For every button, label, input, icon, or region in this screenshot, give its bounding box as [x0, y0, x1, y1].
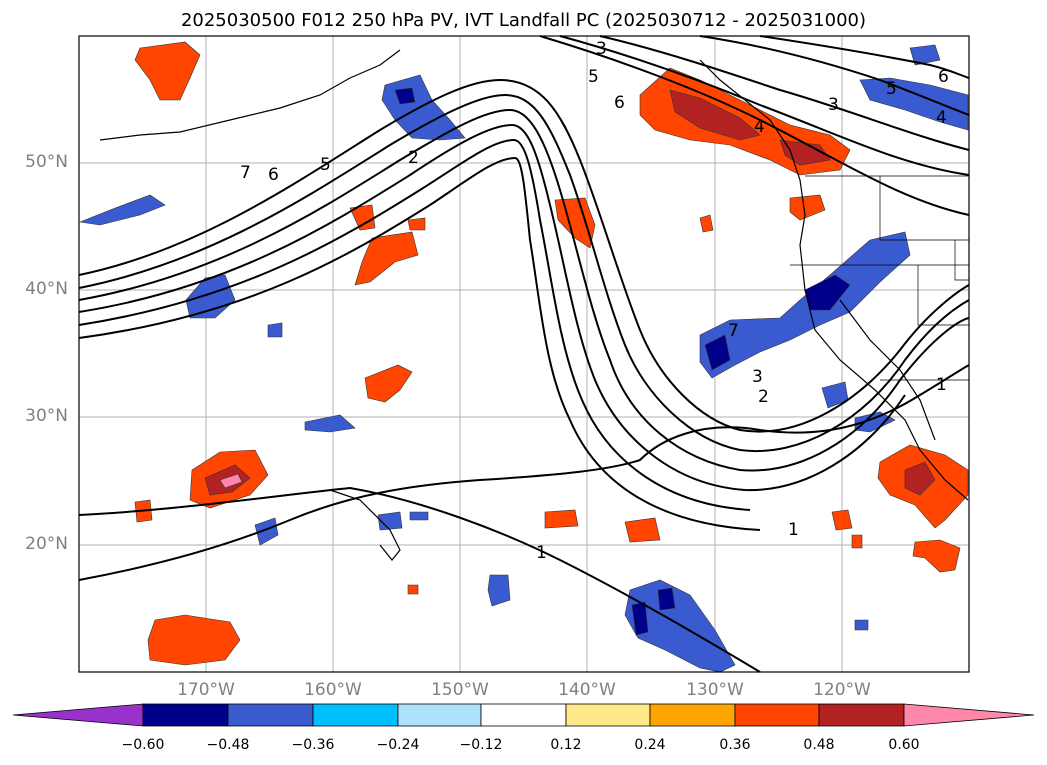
colorbar-low-extend: [12, 703, 144, 727]
contour-label: 6: [614, 93, 625, 113]
map-border: [78, 35, 970, 673]
contour-label: 1: [936, 375, 947, 395]
contour-label: 5: [886, 79, 897, 99]
colorbar-tick-label: 0.12: [550, 737, 582, 753]
colorbar-tick-label: −0.48: [206, 737, 250, 753]
colorbar-tick-label: −0.12: [459, 737, 503, 753]
colorbar: [12, 703, 1035, 727]
borders: [790, 175, 969, 381]
colorbar-tick-label: −0.60: [121, 737, 165, 753]
map-title: 2025030500 F012 250 hPa PV, IVT Landfall…: [180, 10, 867, 31]
colorbar-tick-label: −0.36: [291, 737, 335, 753]
contour-label: 4: [754, 117, 765, 137]
contour-label: 7: [240, 163, 251, 183]
colorbar-tick-label: 0.60: [888, 737, 920, 753]
contour-label: 3: [752, 367, 763, 387]
contour-label: 5: [320, 155, 331, 175]
lon-label: 170°W: [177, 680, 235, 700]
contour-label: 4: [936, 108, 947, 128]
lat-label: 20°N: [25, 534, 68, 554]
contour-label: 3: [596, 39, 607, 59]
colorbar-tick-label: 0.24: [634, 737, 666, 753]
colorbar-tick-label: 0.48: [803, 737, 835, 753]
colorbar-tick-label: 0.36: [719, 737, 751, 753]
ivt-contours: [78, 35, 970, 673]
contour-label: 2: [408, 148, 419, 168]
contour-label: 3: [828, 95, 839, 115]
contour-label: 6: [938, 67, 949, 87]
contour-label: 1: [788, 520, 799, 540]
coastlines: [99, 49, 969, 561]
colorbar-tick-label: −0.24: [376, 737, 420, 753]
contour-label: 2: [758, 387, 769, 407]
positive-anomaly-areas: [134, 41, 969, 666]
contour-label: 7: [728, 321, 739, 341]
colorbar-high-extend: [903, 703, 1035, 727]
contour-label: 1: [536, 543, 547, 563]
contour-labels: 7 6 5 2 5 6 3 4 5 6 3 4 7 3 2 1 1 1: [240, 39, 949, 563]
lat-label: 30°N: [25, 406, 68, 426]
lon-label: 160°W: [304, 680, 362, 700]
lon-label: 140°W: [558, 680, 616, 700]
contour-label: 6: [268, 165, 279, 185]
lon-label: 150°W: [431, 680, 489, 700]
contour-label: 5: [588, 67, 599, 87]
lat-label: 40°N: [25, 279, 68, 299]
lat-label: 50°N: [25, 152, 68, 172]
negative-anomaly-areas: [78, 44, 969, 673]
lon-label: 120°W: [813, 680, 871, 700]
lon-label: 130°W: [686, 680, 744, 700]
